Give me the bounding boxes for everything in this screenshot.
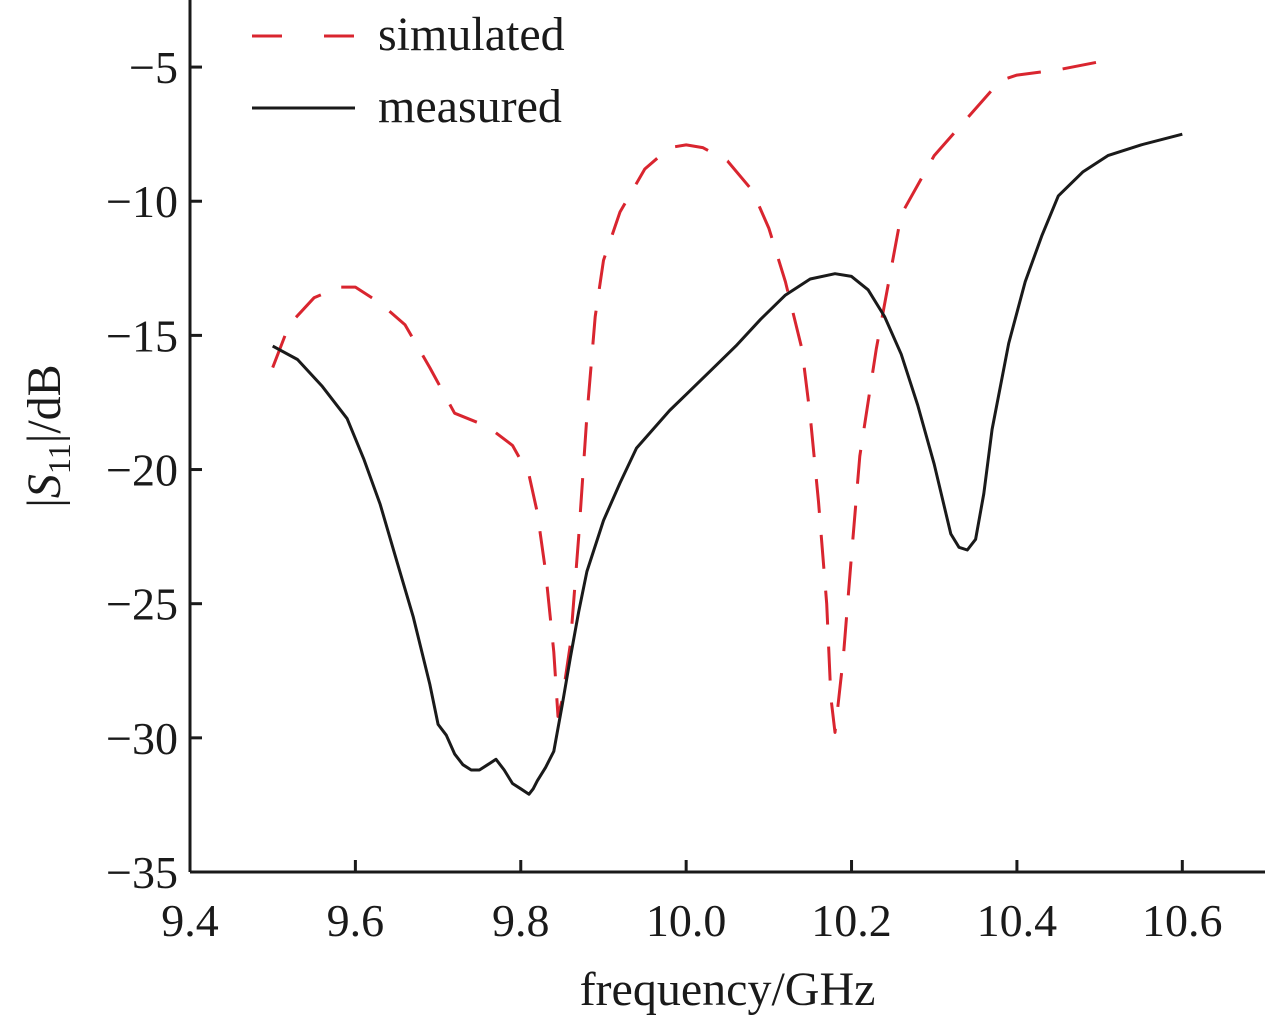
- legend: simulated measured: [252, 8, 565, 133]
- y-tick-label: −25: [106, 579, 178, 630]
- y-tick-label: −35: [106, 847, 178, 898]
- legend-label-measured: measured: [378, 80, 562, 133]
- x-tick-label: 10.4: [977, 895, 1058, 946]
- x-tick-label: 10.6: [1142, 895, 1223, 946]
- y-axis-title-suffix: |/dB: [18, 364, 71, 443]
- y-axis-title-prefix: |: [18, 498, 71, 508]
- y-tick-label: −5: [129, 42, 178, 93]
- x-tick-label: 9.4: [161, 895, 219, 946]
- y-axis-title-sub: 11: [41, 443, 77, 474]
- x-tick-label: 10.0: [646, 895, 727, 946]
- y-axis-title-main: S: [18, 474, 71, 498]
- y-tick-label: −30: [106, 713, 178, 764]
- y-tick-label: −15: [106, 310, 178, 361]
- series-line-measured: [271, 132, 1183, 796]
- y-tick-label: −10: [106, 176, 178, 227]
- x-tick-label: 10.2: [811, 895, 892, 946]
- x-axis-title: frequency/GHz: [580, 963, 876, 1016]
- y-axis-title: |S11|/dB: [18, 364, 77, 507]
- x-tick-label: 9.8: [492, 895, 550, 946]
- series-line-simulated: [271, 60, 1100, 734]
- y-tick-label: −20: [106, 445, 178, 496]
- plot-lines: [271, 60, 1183, 796]
- legend-label-simulated: simulated: [378, 8, 565, 61]
- x-tick-label: 9.6: [327, 895, 385, 946]
- axes: 9.4 9.6 9.8 10.0 10.2 10.4 10.6 −35 −30 −25 −20 −15…: [106, 0, 1265, 946]
